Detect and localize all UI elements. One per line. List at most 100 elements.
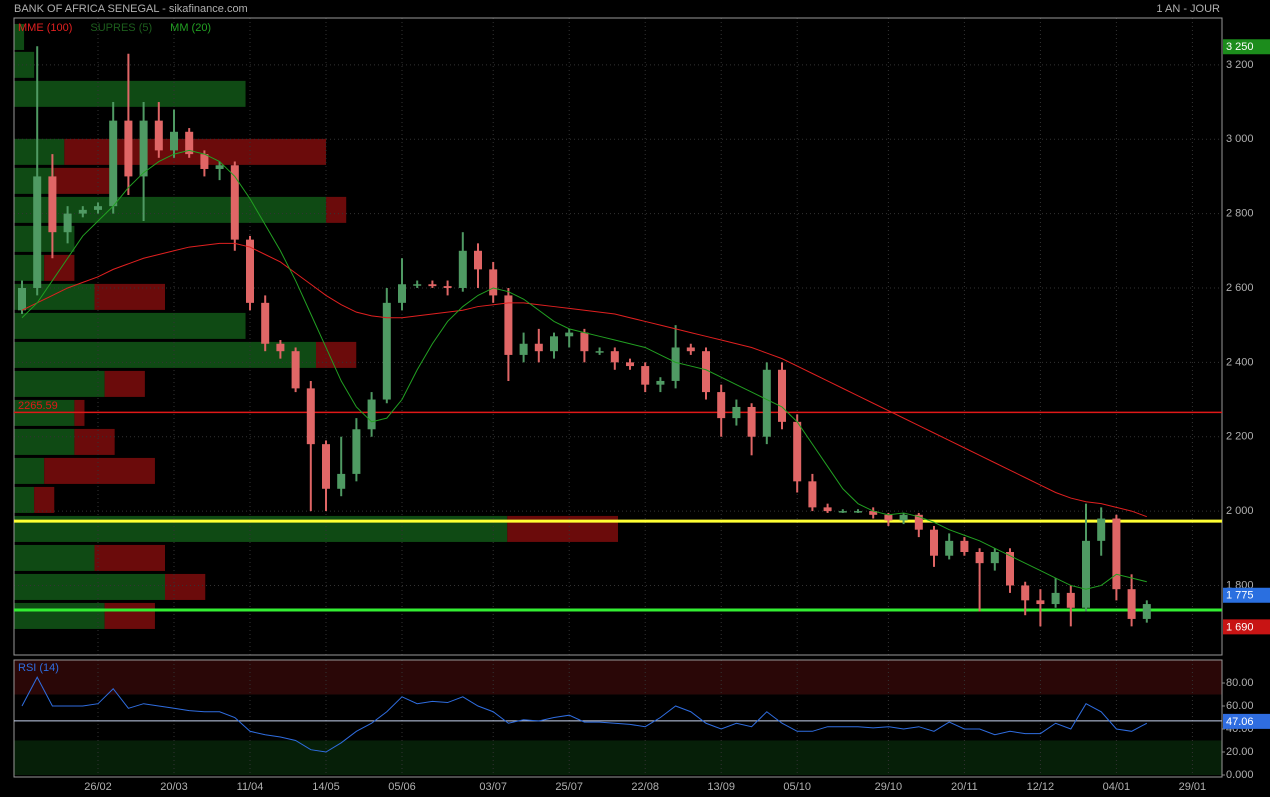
volume-up-bar xyxy=(14,341,316,368)
candle-body xyxy=(78,209,87,214)
y-tick-label: 2 600 xyxy=(1226,282,1254,294)
candle-body xyxy=(1036,600,1045,605)
y-tick-label: 3 000 xyxy=(1226,133,1254,145)
candle-body xyxy=(1006,551,1014,586)
x-tick-label: 12/12 xyxy=(1027,781,1055,793)
x-tick-label: 11/04 xyxy=(237,781,264,793)
candle-body xyxy=(185,131,194,155)
candle-body xyxy=(838,511,847,513)
candle-body xyxy=(610,351,619,363)
x-tick-label: 29/01 xyxy=(1179,781,1207,793)
x-tick-label: 03/07 xyxy=(479,781,507,793)
volume-down-bar xyxy=(326,196,347,223)
rsi-last-label: 47.06 xyxy=(1226,716,1254,728)
volume-up-bar xyxy=(14,51,35,78)
candle-body xyxy=(337,473,346,489)
volume-up-bar xyxy=(14,602,105,629)
y-tick-label: 3 200 xyxy=(1226,59,1254,71)
x-tick-label: 26/02 xyxy=(84,781,112,793)
x-tick-label: 04/01 xyxy=(1103,781,1131,793)
candle-body xyxy=(443,286,452,288)
volume-up-bar xyxy=(14,486,35,513)
candle-body xyxy=(352,429,361,474)
x-tick-label: 14/05 xyxy=(312,781,340,793)
candle-body xyxy=(702,351,710,393)
rsi-tick-label: 0.000 xyxy=(1226,769,1254,781)
candle-body xyxy=(276,343,285,352)
candle-body xyxy=(154,120,163,151)
candle-body xyxy=(413,284,422,286)
rsi-line xyxy=(21,676,1148,753)
rsi-panel-frame xyxy=(13,659,1223,778)
volume-down-bar xyxy=(44,457,155,484)
candle-body xyxy=(975,551,984,564)
moving-average-line xyxy=(21,149,1147,590)
candle-body xyxy=(458,250,467,288)
candle-body xyxy=(854,511,862,513)
candle-body xyxy=(990,551,999,564)
candle-body xyxy=(48,176,57,233)
candle-body xyxy=(246,239,254,303)
candle-body xyxy=(139,120,148,177)
volume-down-bar xyxy=(94,544,165,571)
x-tick-label: 13/09 xyxy=(707,781,735,793)
rsi-tick-label: 60.00 xyxy=(1226,700,1254,712)
candle-body xyxy=(899,514,908,521)
candle-body xyxy=(1127,589,1136,619)
candle-body xyxy=(33,176,42,288)
oversold-zone xyxy=(14,740,1222,775)
candle-body xyxy=(793,421,802,482)
candle-body xyxy=(1097,518,1106,541)
volume-down-bar xyxy=(44,254,75,281)
volume-up-bar xyxy=(14,544,95,571)
candle-body xyxy=(322,444,330,489)
candle-body xyxy=(884,514,893,521)
volume-up-bar xyxy=(14,80,246,107)
candle-body xyxy=(869,511,878,515)
rsi-last-marker xyxy=(1223,713,1270,729)
candle-body xyxy=(626,362,634,367)
candle-body xyxy=(823,507,832,512)
candle-body xyxy=(306,388,315,445)
candle-body xyxy=(504,295,513,355)
volume-up-bar xyxy=(14,457,45,484)
price-panel-frame xyxy=(13,17,1223,656)
candle-body xyxy=(565,332,574,337)
candle-body xyxy=(808,481,817,508)
volume-down-bar xyxy=(165,573,206,600)
candle-body xyxy=(945,540,954,556)
candle-body xyxy=(930,529,938,556)
candle-body xyxy=(747,406,756,437)
legend-entry: SUPRES (5) xyxy=(90,22,152,34)
x-tick-label: 05/10 xyxy=(783,781,811,793)
y-tick-label: 2 000 xyxy=(1226,505,1254,517)
price-marker xyxy=(1223,619,1270,635)
candle-body xyxy=(489,269,498,296)
volume-down-bar xyxy=(74,428,115,455)
candle-body xyxy=(261,302,270,344)
candle-body xyxy=(671,347,680,381)
candle-body xyxy=(732,406,741,419)
y-tick-label: 2 400 xyxy=(1226,356,1254,368)
candle-body xyxy=(474,250,482,270)
volume-up-bar xyxy=(14,138,65,165)
candle-body xyxy=(1051,592,1060,605)
candle-body xyxy=(641,366,650,385)
candle-body xyxy=(717,392,726,419)
candle-body xyxy=(656,380,665,385)
candle-body xyxy=(778,369,786,422)
candle-body xyxy=(200,154,209,169)
overbought-zone xyxy=(14,660,1222,695)
volume-up-bar xyxy=(14,428,75,455)
candle-body xyxy=(580,332,589,352)
candle-body xyxy=(550,336,558,352)
x-tick-label: 05/06 xyxy=(388,781,416,793)
volume-up-bar xyxy=(14,23,25,50)
volume-down-bar xyxy=(54,167,115,194)
x-tick-label: 20/03 xyxy=(160,781,188,793)
candle-body xyxy=(1082,540,1090,608)
x-tick-label: 25/07 xyxy=(555,781,583,793)
candle-body xyxy=(686,347,695,352)
legend-entry: MM (20) xyxy=(170,22,211,34)
